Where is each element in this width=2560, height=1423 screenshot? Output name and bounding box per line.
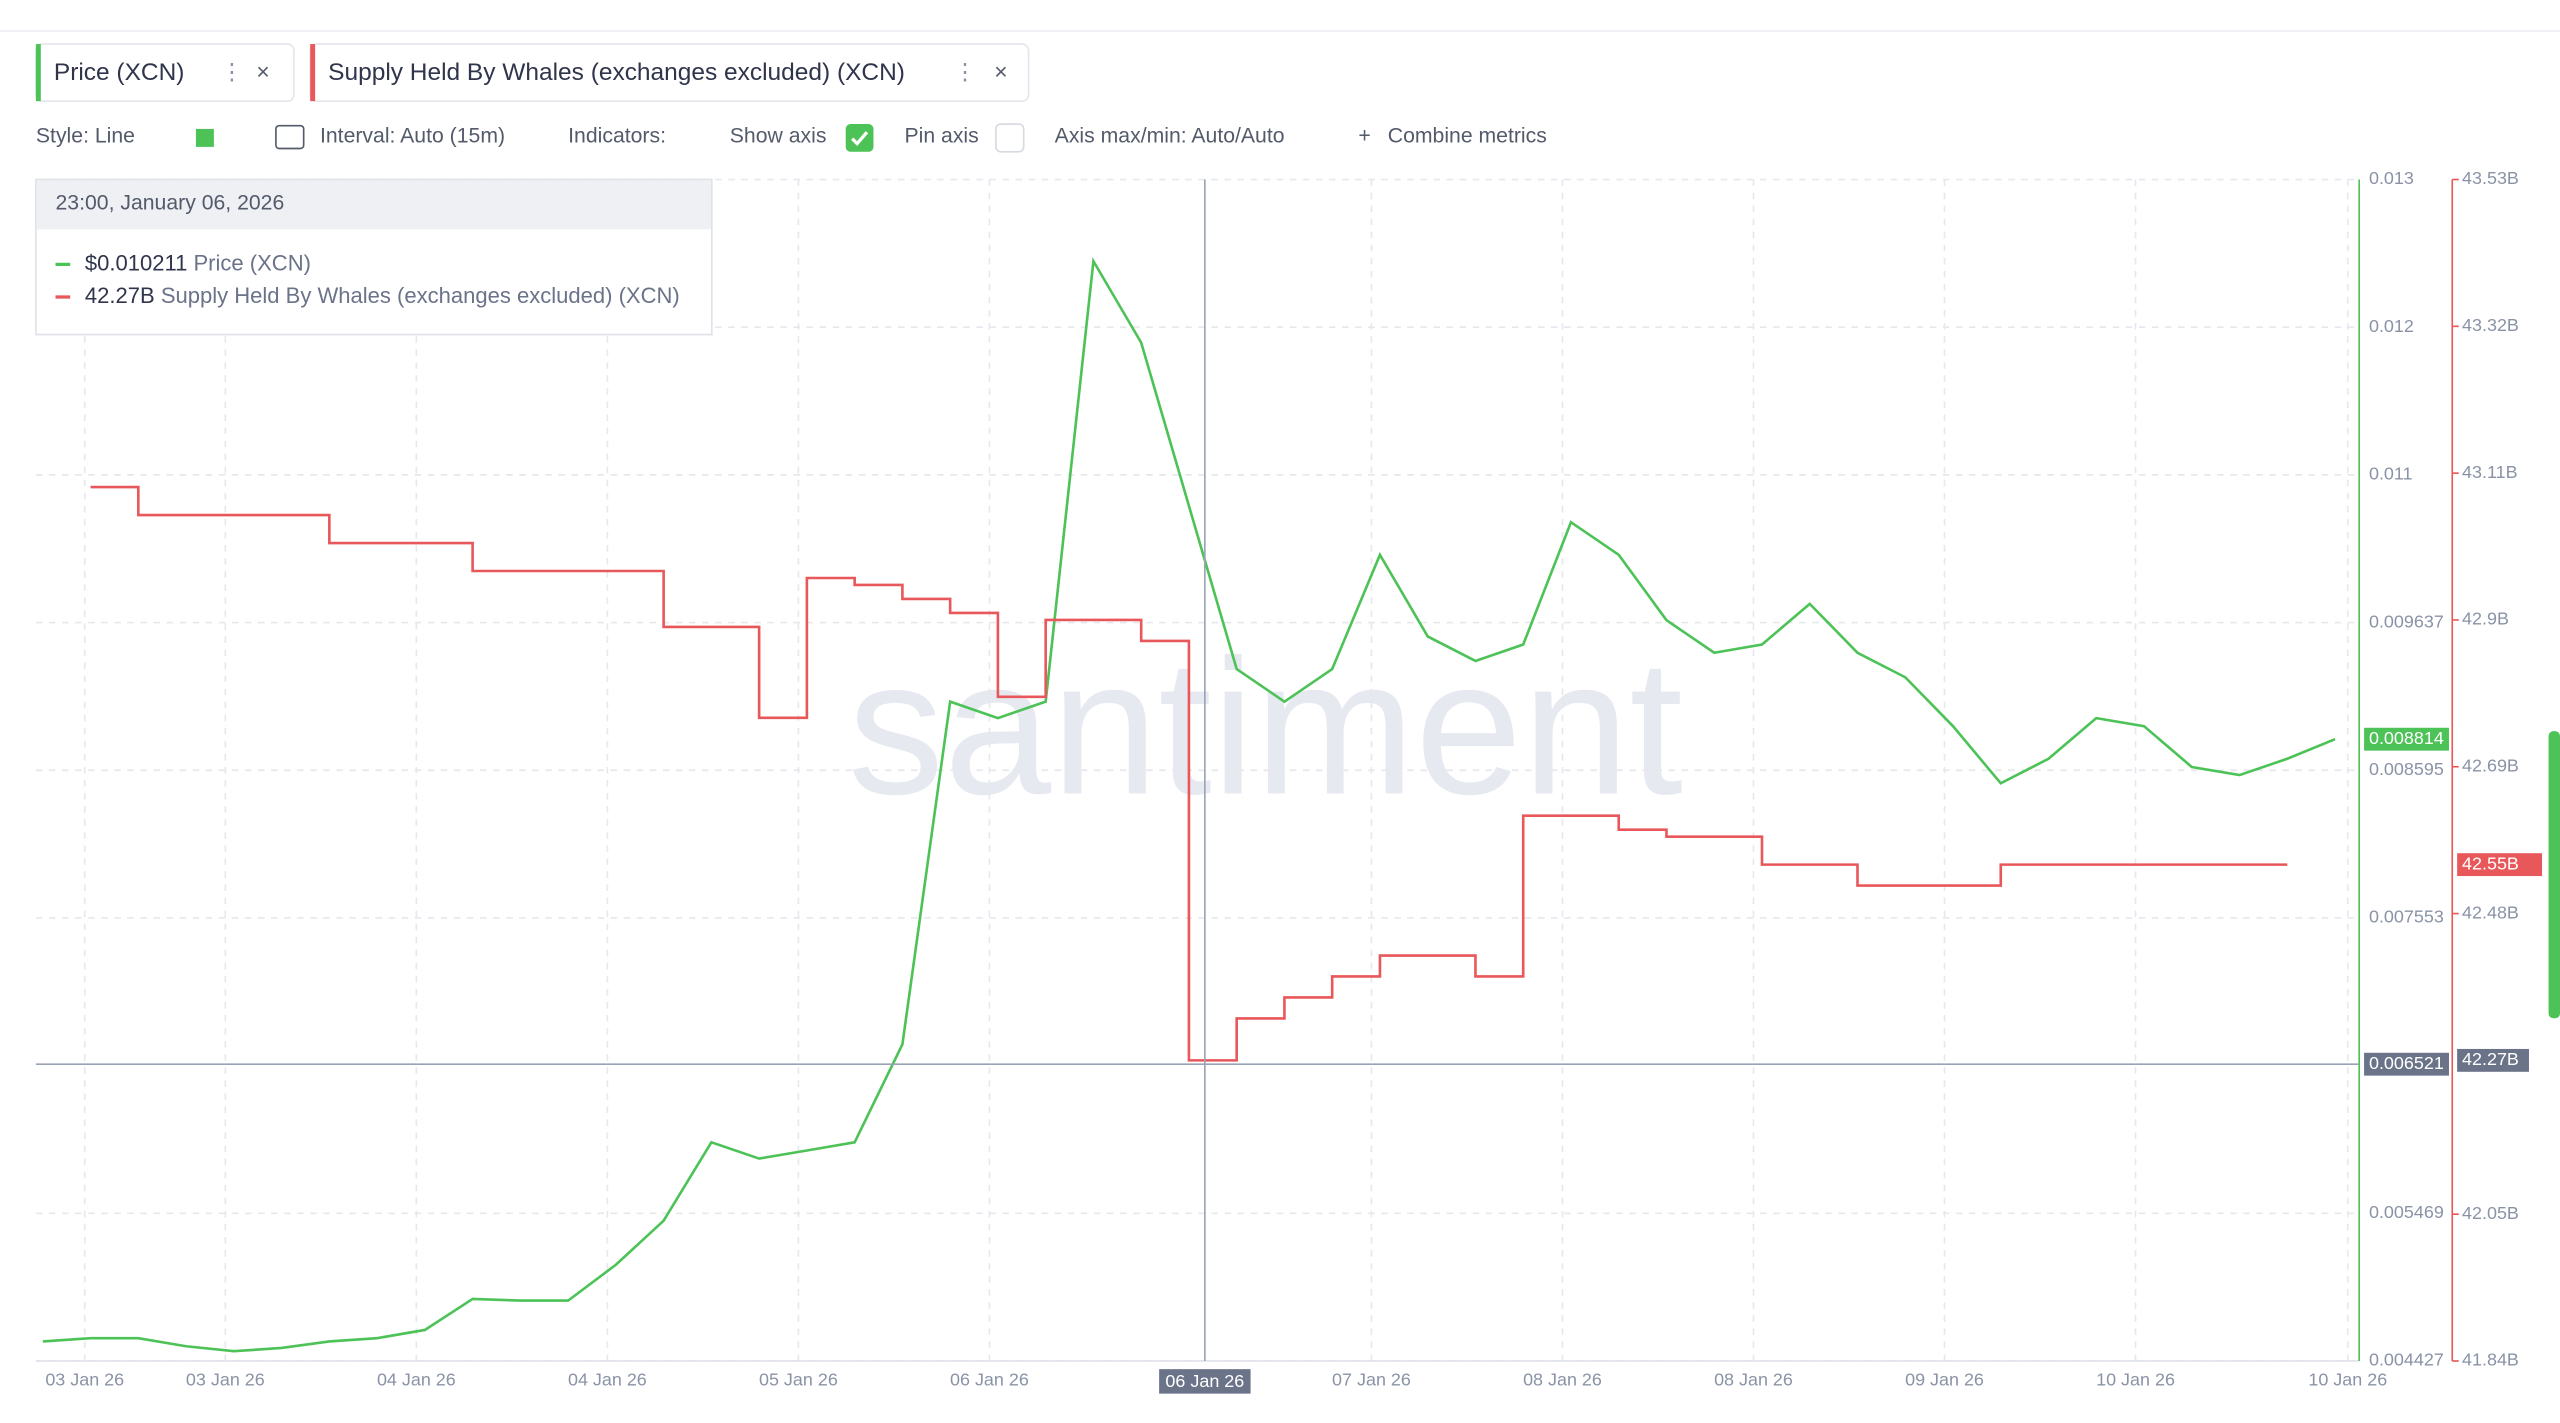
- interval-icon: [275, 124, 305, 150]
- tooltip-item: 42.27B Supply Held By Whales (exchanges …: [85, 283, 680, 308]
- tooltip-header: [36, 180, 712, 230]
- style-select[interactable]: Style: Line: [36, 125, 135, 148]
- scrollbar[interactable]: [2548, 731, 2560, 1019]
- axis-minmax-select[interactable]: Axis max/min: Auto/Auto: [1055, 125, 1285, 148]
- last-value-label: 0.008814: [2369, 728, 2444, 748]
- show-axis-checkbox[interactable]: [845, 124, 874, 152]
- interval-select[interactable]: Interval: Auto (15m): [320, 125, 505, 148]
- tooltip-series: Price (XCN): [193, 250, 310, 275]
- tooltip-title: 23:00, January 06, 2026: [56, 192, 285, 215]
- svg-text:⋮: ⋮: [220, 58, 243, 84]
- crosshair-x-label: 06 Jan 26: [1165, 1371, 1244, 1391]
- toolbar: Style: Line Interval: Auto (15m) Indicat…: [36, 123, 1547, 153]
- y2-tick-label: 43.32B: [2462, 315, 2519, 335]
- crosshair-y2-label: 42.27B: [2462, 1049, 2519, 1069]
- y-tick-label: 0.004427: [2369, 1350, 2444, 1370]
- tab-label: Price (XCN): [54, 59, 185, 86]
- crosshair-x-badge: [1159, 1369, 1251, 1394]
- y2-tick-label: 43.53B: [2462, 168, 2519, 188]
- crosshair-y2-badge: [2457, 1048, 2529, 1072]
- x-tick-label: 03 Jan 26: [186, 1369, 265, 1389]
- x-tick-label: 08 Jan 26: [1714, 1369, 1793, 1389]
- tooltip-value: 42.27B: [85, 283, 155, 308]
- metric-tab[interactable]: Supply Held By Whales (exchanges exclude…: [309, 43, 1030, 102]
- y-tick-label: 0.008595: [2369, 759, 2444, 779]
- y-tick-label: 0.011: [2369, 464, 2413, 484]
- svg-text:×: ×: [256, 58, 269, 84]
- crosshair-y-badge: [2364, 1052, 2449, 1076]
- x-tick-label: 10 Jan 26: [2308, 1369, 2387, 1389]
- pin-axis-checkbox[interactable]: [995, 123, 1025, 153]
- last-value-label: 42.55B: [2462, 853, 2519, 873]
- tooltip-value: $0.010211: [85, 250, 187, 275]
- show-axis-label: Show axis: [730, 125, 827, 148]
- y-tick-label: 0.012: [2369, 316, 2414, 336]
- x-tick-label: 04 Jan 26: [568, 1369, 647, 1389]
- y2-tick-label: 42.69B: [2462, 755, 2519, 775]
- last-value-badge: [2457, 853, 2543, 877]
- y-tick-label: 0.007553: [2369, 907, 2444, 927]
- x-tick-label: 09 Jan 26: [1905, 1369, 1984, 1389]
- x-tick-label: 03 Jan 26: [45, 1369, 124, 1389]
- x-tick-label: 07 Jan 26: [1332, 1369, 1411, 1389]
- x-tick-label: 06 Jan 26: [950, 1369, 1029, 1389]
- y2-tick-label: 41.84B: [2462, 1350, 2519, 1370]
- y-tick-label: 0.005469: [2369, 1202, 2444, 1222]
- y2-tick-label: 42.48B: [2462, 902, 2519, 922]
- metric-tab[interactable]: Price (XCN) ⋮ ×: [35, 43, 295, 102]
- tab-label: Supply Held By Whales (exchanges exclude…: [328, 59, 905, 86]
- indicators-select[interactable]: Indicators:: [568, 125, 666, 148]
- y2-tick-label: 42.9B: [2462, 609, 2509, 629]
- svg-text:⋮: ⋮: [953, 58, 976, 84]
- series-line: [90, 485, 2288, 1062]
- y2-tick-label: 43.11B: [2462, 462, 2518, 482]
- svg-text:×: ×: [994, 58, 1007, 84]
- x-tick-label: 08 Jan 26: [1523, 1369, 1602, 1389]
- crosshair-y-label: 0.006521: [2369, 1053, 2444, 1073]
- watermark: santiment: [848, 619, 1683, 834]
- tooltip-series: Supply Held By Whales (exchanges exclude…: [161, 283, 680, 308]
- y2-tick-label: 42.05B: [2462, 1203, 2519, 1223]
- svg-text:+: +: [1358, 125, 1370, 148]
- pin-axis-label: Pin axis: [904, 125, 978, 148]
- tooltip-item: $0.010211 Price (XCN): [85, 250, 311, 275]
- y-tick-label: 0.013: [2369, 168, 2414, 188]
- last-value-badge: [2364, 727, 2449, 751]
- x-tick-label: 04 Jan 26: [377, 1369, 456, 1389]
- combine-metrics[interactable]: Combine metrics: [1388, 125, 1547, 148]
- y-tick-label: 0.009637: [2369, 611, 2444, 631]
- x-tick-label: 10 Jan 26: [2096, 1369, 2175, 1389]
- x-tick-label: 05 Jan 26: [759, 1369, 838, 1389]
- series-line: [42, 257, 2336, 1353]
- color-picker[interactable]: [195, 128, 214, 147]
